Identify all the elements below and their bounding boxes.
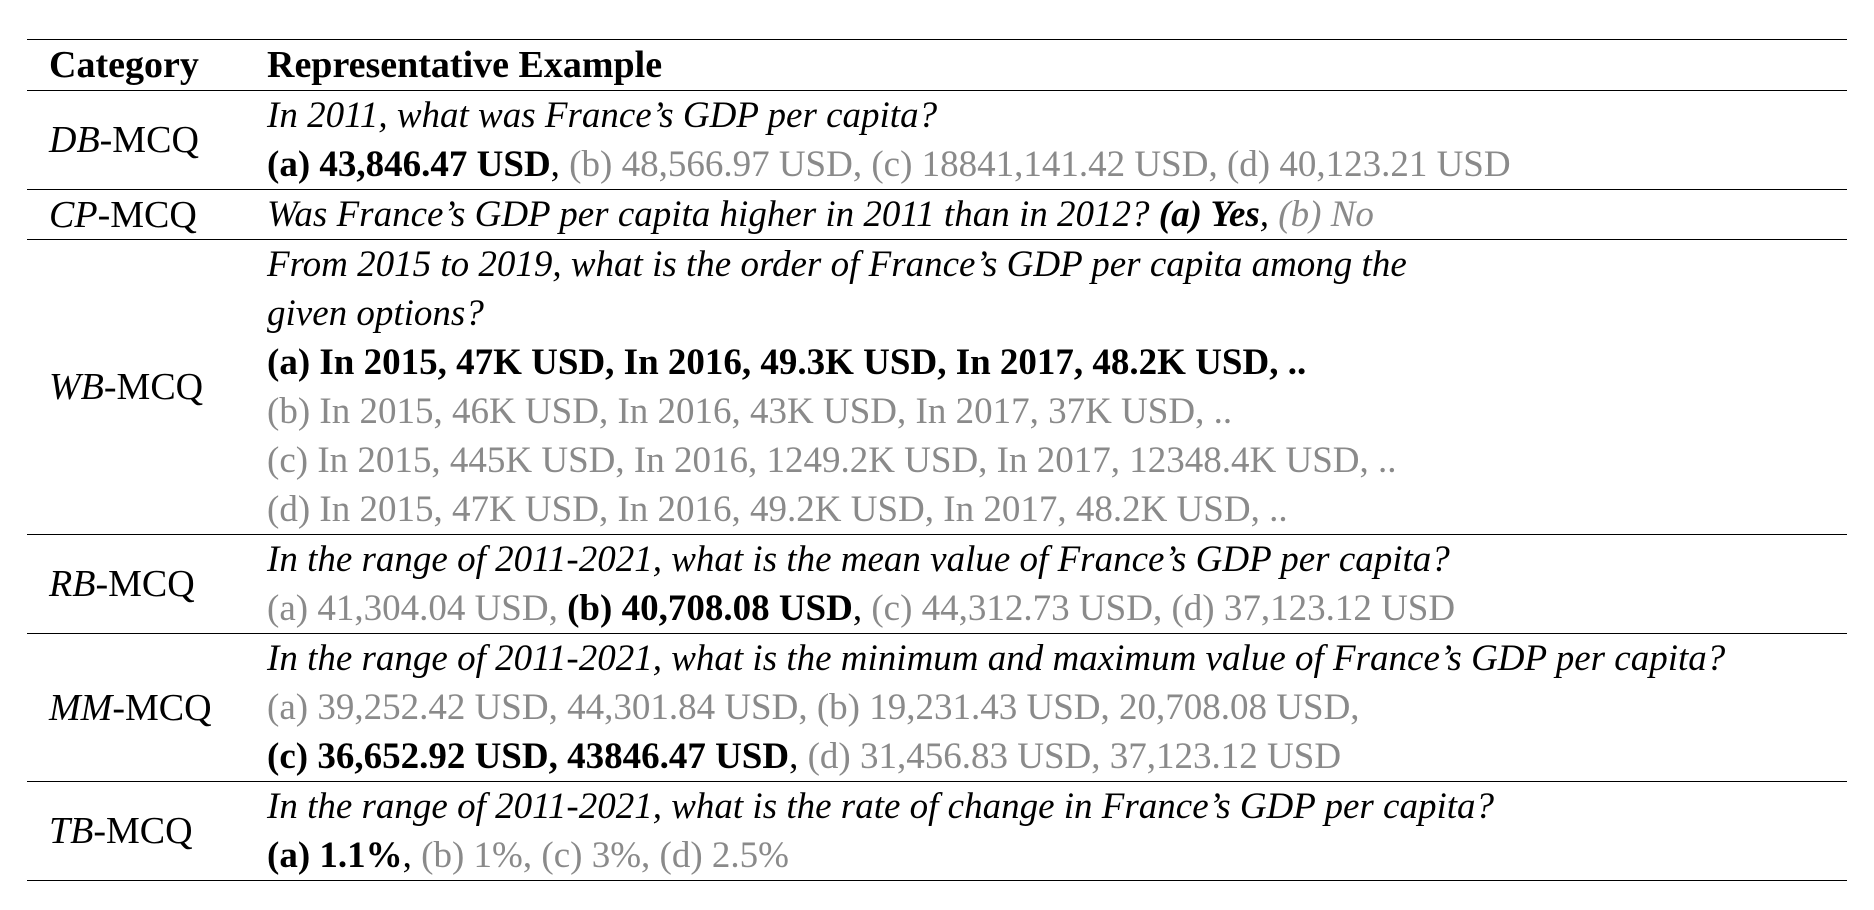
category-abbr: TB <box>49 810 94 852</box>
option-separator: , <box>1208 144 1227 185</box>
table-row: TB-MCQ In the range of 2011-2021, what i… <box>27 782 1847 881</box>
table-row: RB-MCQ In the range of 2011-2021, what i… <box>27 535 1847 634</box>
options-line: (a) 39,252.42 USD, 44,301.84 USD, (b) 19… <box>267 683 1847 732</box>
option: (a) 39,252.42 USD, 44,301.84 USD <box>267 687 799 728</box>
option: (c) 18841,141.42 USD <box>871 144 1209 185</box>
option: (b) 48,566.97 USD <box>569 144 853 185</box>
option-correct: (a) In 2015, 47K USD, In 2016, 49.3K USD… <box>267 342 1307 383</box>
option: (d) 37,123.12 USD <box>1171 588 1456 629</box>
option-separator: , <box>548 588 568 629</box>
category-suffix: -MCQ <box>99 119 199 161</box>
category-abbr: WB <box>49 366 104 408</box>
table-row: MM-MCQ In the range of 2011-2021, what i… <box>27 634 1847 782</box>
category-abbr: MM <box>49 686 113 729</box>
option: (c) In 2015, 445K USD, In 2016, 1249.2K … <box>267 440 1397 481</box>
options-line: (a) 43,846.47 USD, (b) 48,566.97 USD, (c… <box>267 140 1847 189</box>
category-cell: DB-MCQ <box>27 91 267 190</box>
option-separator: , <box>1152 588 1172 629</box>
table: Category Representative Example DB-MCQ I… <box>27 39 1847 881</box>
question-text-continued: given options? <box>267 293 484 334</box>
option-correct: (c) 36,652.92 USD, 43846.47 USD <box>267 736 790 777</box>
option-separator: , <box>641 835 660 876</box>
category-cell: TB-MCQ <box>27 782 267 881</box>
option: (b) 19,231.43 USD, 20,708.08 USD, <box>816 687 1360 728</box>
header-example: Representative Example <box>267 44 663 86</box>
category-cell: MM-MCQ <box>27 634 267 782</box>
option-correct: (b) 40,708.08 USD <box>567 588 853 629</box>
option: (d) In 2015, 47K USD, In 2016, 49.2K USD… <box>267 489 1288 530</box>
question-text: Was France’s GDP per capita higher in 20… <box>267 194 1150 235</box>
category-suffix: -MCQ <box>112 686 212 729</box>
example-cell: In the range of 2011-2021, what is the m… <box>267 634 1847 782</box>
option-separator: , <box>852 588 872 629</box>
category-suffix: -MCQ <box>95 563 195 605</box>
category-abbr: RB <box>49 563 96 605</box>
option: (d) 2.5% <box>659 835 789 876</box>
option-separator: , <box>1259 194 1279 235</box>
option-separator: , <box>402 835 422 876</box>
table-header: Category Representative Example <box>27 39 1847 91</box>
example-cell: In the range of 2011-2021, what is the m… <box>267 535 1847 634</box>
category-abbr: CP <box>49 193 98 236</box>
category-abbr: DB <box>49 119 100 161</box>
example-cell: From 2015 to 2019, what is the order of … <box>267 240 1847 535</box>
question-text: In the range of 2011-2021, what is the m… <box>267 638 1726 679</box>
category-cell: WB-MCQ <box>27 240 267 535</box>
header-row: Category Representative Example <box>27 39 1847 91</box>
option: (d) 40,123.21 USD <box>1226 144 1511 185</box>
example-cell: In the range of 2011-2021, what is the r… <box>267 782 1847 881</box>
option-separator: , <box>798 687 817 728</box>
option: (c) 3% <box>541 835 642 876</box>
question-text: From 2015 to 2019, what is the order of … <box>267 244 1407 285</box>
category-suffix: -MCQ <box>97 193 197 236</box>
table-row: WB-MCQ From 2015 to 2019, what is the or… <box>27 240 1847 535</box>
options-line: (a) 41,304.04 USD, (b) 40,708.08 USD, (c… <box>267 584 1847 633</box>
table-body: DB-MCQ In 2011, what was France’s GDP pe… <box>27 91 1847 881</box>
category-cell: CP-MCQ <box>27 190 267 240</box>
question-text: In the range of 2011-2021, what is the m… <box>267 539 1450 580</box>
question-line: Was France’s GDP per capita higher in 20… <box>267 190 1847 239</box>
mcq-category-table: Category Representative Example DB-MCQ I… <box>27 39 1847 881</box>
option-separator: , <box>789 736 808 777</box>
option-correct: (a) 1.1% <box>267 835 403 876</box>
question-text: In the range of 2011-2021, what is the r… <box>267 786 1495 827</box>
table-row: CP-MCQ Was France’s GDP per capita highe… <box>27 190 1847 240</box>
option-separator: , <box>550 144 570 185</box>
question-text: In 2011, what was France’s GDP per capit… <box>267 95 938 136</box>
example-cell: In 2011, what was France’s GDP per capit… <box>267 91 1847 190</box>
header-category: Category <box>49 44 199 86</box>
option-correct: (a) Yes <box>1158 194 1260 235</box>
category-suffix: -MCQ <box>93 810 193 852</box>
option: (a) 41,304.04 USD <box>267 588 549 629</box>
category-suffix: -MCQ <box>103 366 204 408</box>
table-row: DB-MCQ In 2011, what was France’s GDP pe… <box>27 91 1847 190</box>
option-separator: , <box>522 835 542 876</box>
example-cell: Was France’s GDP per capita higher in 20… <box>267 190 1847 240</box>
options-line: (a) 1.1%, (b) 1%, (c) 3%, (d) 2.5% <box>267 831 1847 880</box>
options-line: (c) 36,652.92 USD, 43846.47 USD, (d) 31,… <box>267 732 1847 781</box>
option: (d) 31,456.83 USD, 37,123.12 USD <box>807 736 1342 777</box>
category-cell: RB-MCQ <box>27 535 267 634</box>
option: (b) In 2015, 46K USD, In 2016, 43K USD, … <box>267 391 1233 432</box>
option: (c) 44,312.73 USD <box>871 588 1153 629</box>
option-correct: (a) 43,846.47 USD <box>267 144 551 185</box>
option-separator: , <box>852 144 872 185</box>
option: (b) 1% <box>421 835 523 876</box>
option: (b) No <box>1278 194 1374 235</box>
